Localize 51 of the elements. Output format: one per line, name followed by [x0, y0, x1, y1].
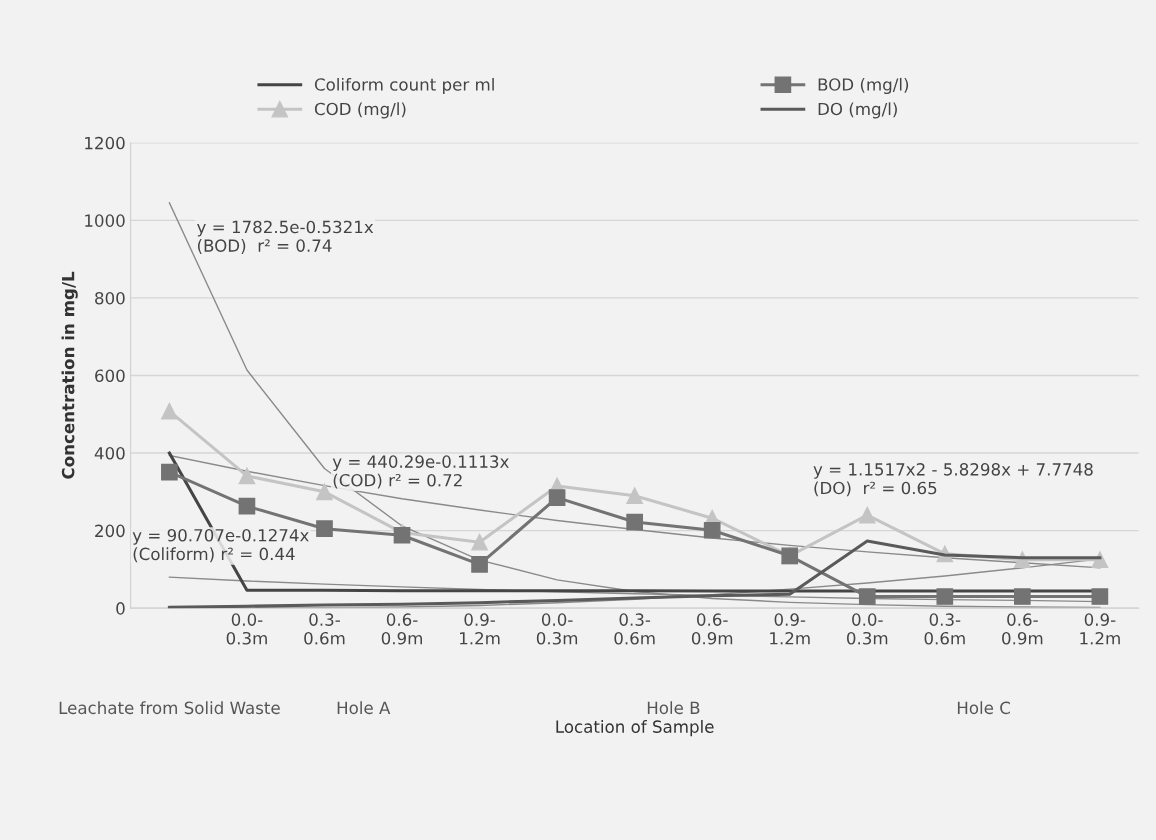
x-tick-label: 0.0- 0.3m: [536, 613, 578, 645]
point: [1091, 551, 1109, 569]
text: Hole C: [957, 701, 1010, 715]
point: [238, 497, 256, 515]
x-tick-label: 0.9- 1.2m: [770, 613, 810, 645]
point: [471, 533, 488, 551]
legend-label: BOD (mg/l): [818, 77, 909, 95]
point: [238, 467, 256, 485]
legend-label: DO (mg/l): [818, 102, 897, 119]
y-tick-label: 800: [95, 291, 125, 305]
y-tick-label: 0: [116, 602, 125, 615]
point: [858, 588, 876, 605]
x-tick-label: 0.9- 1.2m: [460, 613, 500, 645]
x-tick-label: 0.6- 0.9m: [1002, 613, 1043, 645]
point: [626, 487, 643, 505]
legend-label: Coliform count per ml: [314, 77, 494, 95]
point: [316, 483, 333, 501]
annotation: y = 90.707e-0.1274x (Coliform) r² = 0.44: [132, 528, 309, 563]
annotation: y = 1782.5e-0.5321x (BOD) r² = 0.74: [197, 220, 374, 254]
point: [161, 463, 178, 481]
x-tick-label: 0.3- 0.6m: [924, 613, 965, 645]
y-axis-title: Concentration in mg/L: [61, 271, 78, 479]
annotation: y = 440.29e-0.1113x (COD) r² = 0.72: [332, 455, 509, 489]
y-tick-label: 1000: [85, 214, 125, 227]
x-tick-label: 0.0- 0.3m: [226, 613, 267, 645]
y-tick-label: 400: [94, 447, 125, 460]
point: [626, 513, 643, 531]
text: Hole B: [647, 701, 700, 715]
point: [471, 556, 488, 573]
point: [703, 521, 721, 539]
point: [858, 506, 876, 524]
x-tick-label: 0.6- 0.9m: [381, 613, 422, 645]
point: [548, 489, 566, 506]
y-tick-label: 200: [95, 524, 125, 538]
y-tick-label: 1200: [85, 136, 125, 150]
x-axis-title: Location of Sample: [556, 720, 714, 737]
point: [316, 520, 333, 537]
legend-label: COD (mg/l): [314, 102, 406, 119]
point: [1091, 588, 1109, 605]
x-tick-label: 0.0- 0.3m: [847, 613, 888, 645]
y-tick-label: 600: [95, 369, 125, 383]
annotation: y = 1.1517x2 - 5.8298x + 7.7748 (DO) r² = 0.65: [813, 463, 1093, 497]
text: Hole A: [337, 701, 391, 715]
point: [1014, 588, 1031, 605]
point: [161, 402, 178, 420]
x-tick-label: 0.3- 0.6m: [614, 613, 655, 645]
x-tick-label: 0.6- 0.9m: [691, 613, 733, 645]
point: [936, 588, 954, 605]
x-tick-label: 0.3- 0.6m: [304, 613, 345, 645]
x-tick-label: 0.9- 1.2m: [1080, 613, 1120, 645]
text: Leachate from Solid Waste: [59, 701, 280, 715]
